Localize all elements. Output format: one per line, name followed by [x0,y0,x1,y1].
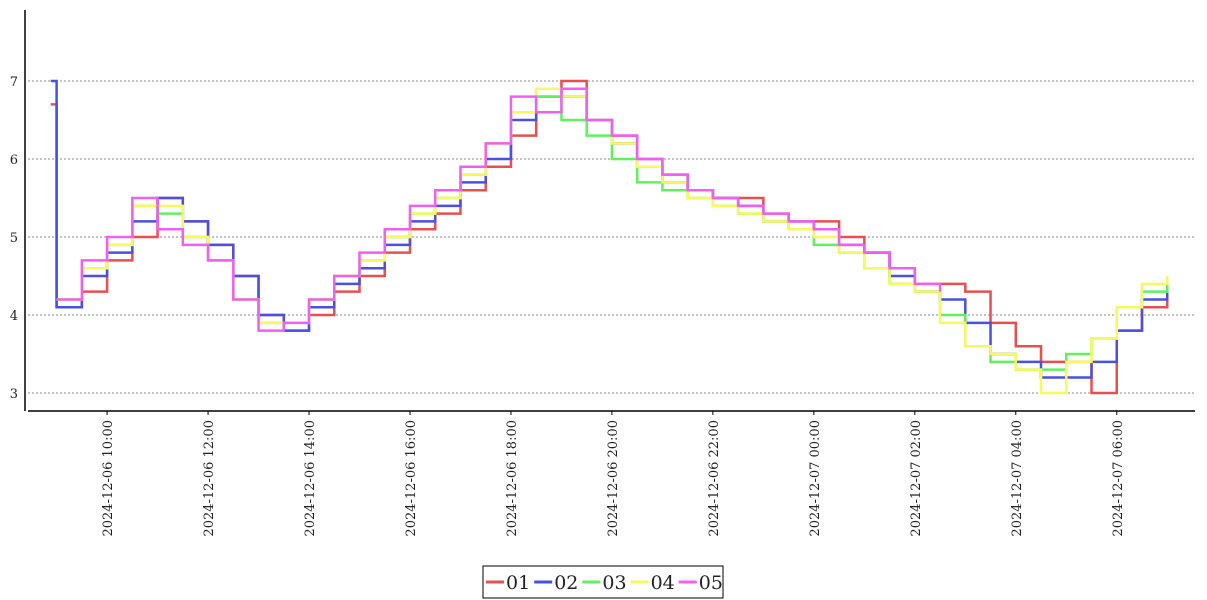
y-tick-label: 3 [10,387,18,402]
x-tick-label: 2024-12-06 22:00 [707,420,722,537]
legend-label: 04 [651,572,675,594]
y-tick-label: 7 [10,75,18,90]
x-tick-label: 2024-12-07 06:00 [1111,420,1126,537]
y-tick-label: 5 [10,231,18,246]
series-line [50,79,1169,379]
x-tick-label: 2024-12-07 04:00 [1010,420,1025,537]
x-tick-label: 2024-12-06 18:00 [505,420,520,537]
x-tick-label: 2024-12-06 14:00 [303,420,318,537]
legend-label: 01 [506,572,530,594]
legend-label: 05 [699,572,723,594]
series-line [56,87,942,332]
legend-label: 02 [554,572,578,594]
legend-label: 03 [602,572,626,594]
x-tick-label: 2024-12-06 12:00 [202,420,217,537]
y-tick-label: 4 [10,309,18,324]
y-tick-label: 6 [10,153,18,168]
x-tick-label: 2024-12-06 20:00 [606,420,621,537]
x-tick-label: 2024-12-07 00:00 [808,420,823,537]
x-tick-label: 2024-12-06 16:00 [404,420,419,537]
x-tick-label: 2024-12-07 02:00 [909,420,924,537]
x-tick-label: 2024-12-06 10:00 [101,420,116,537]
